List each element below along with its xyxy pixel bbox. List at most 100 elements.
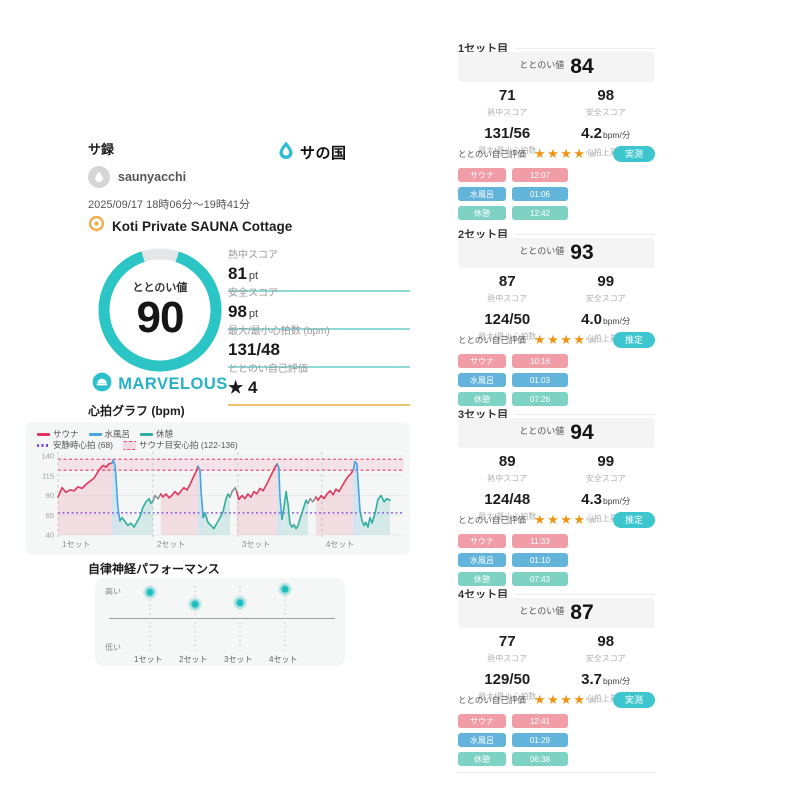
measure-badge-button[interactable]: 実測 [612,146,655,162]
rest-chip: 休憩 [458,752,506,766]
gauge-center: ととのい値 90 [92,242,228,378]
stat-value: ★ 4 [228,378,258,397]
legend-resting-hr-swatch [37,443,50,447]
stat-label: 安全スコア [228,288,278,299]
totonoi-label: ととのい値 [519,246,565,256]
totonoi-value-box: ととのい値 84 [458,52,655,82]
legend-rest-swatch [140,432,154,436]
totonoi-value: 87 [570,601,594,624]
ans-chart-title: 自律神経パフォーマンス [88,562,220,576]
measure-badge-button[interactable]: 実測 [612,692,655,708]
location-row[interactable]: Koti Private SAUNA Cottage [88,215,292,237]
hr-chart-title: 心拍グラフ (bpm) [88,404,185,418]
phase-time-chips: サウナ 12:07 水風呂 01:06 休憩 12:42 [458,168,568,220]
star-rating: ★★★★★ [533,332,600,347]
self-rating-row: ととのい自己評価 ★★★★★ 実測 [458,146,655,162]
svg-text:4セット: 4セット [326,540,354,549]
svg-text:1セット: 1セット [62,540,90,549]
hr-chart-panel: サウナ 水風呂 休憩 安静時心拍 (68) サウナ目安心拍 (122-136) … [25,422,410,555]
water-chip: 水風呂 [458,553,506,567]
rise-stat: 4.0bpm/分 心拍上昇率 [581,311,631,343]
heat-score-stat: 89 熱中スコア [487,453,528,483]
totonoi-gauge [92,242,228,378]
self-rating-label: ととのい自己評価 [458,335,526,345]
water-time-chip: 01:06 [512,187,568,201]
self-rating-label: ととのい自己評価 [458,515,526,525]
water-drop-icon [276,140,296,165]
totonoi-value-box: ととのい値 93 [458,238,655,268]
self-rating-row: ととのい自己評価 ★★★★★ 推定 [458,512,655,528]
svg-text:65: 65 [46,511,54,520]
sauna-time-chip: 11:33 [512,534,568,548]
sauna-chip: サウナ [458,714,506,728]
sauna-time-chip: 10:16 [512,354,568,368]
heat-score-stat: 87 熱中スコア [487,273,528,303]
safety-score-stat: 99 安全スコア [585,453,626,483]
totonoi-value-box: ととのい値 87 [458,598,655,628]
legend-sauna-swatch [37,432,50,436]
svg-text:1セット: 1セット [134,655,162,664]
divider [458,772,655,773]
user-row[interactable]: saunyacchi [88,166,186,188]
rank-label: MARVELOUS [118,375,228,393]
hr-stat: 129/50 最大/最小心拍数 [478,671,537,701]
legend-rest-label: 休憩 [156,429,174,439]
stat-unit: pt [248,270,259,282]
water-time-chip: 01:10 [512,553,568,567]
hr-stat: 124/48 最大/最小心拍数 [478,491,537,521]
sauna-chip: サウナ [458,168,506,182]
stat-unit: pt [248,308,259,320]
location-name: Koti Private SAUNA Cottage [112,218,293,234]
measure-badge-button[interactable]: 推定 [612,512,655,528]
svg-text:高い: 高い [105,586,121,596]
svg-text:2セット: 2セット [179,655,207,664]
rest-time-chip: 07:43 [512,572,568,586]
hr-chart-legend-row2: 安静時心拍 (68) サウナ目安心拍 (122-136) [37,439,238,451]
set-stats-grid: 87 熱中スコア 99 安全スコア 124/50 最大/最小心拍数 4.0bpm/分心… [458,274,655,344]
sauna-chip: サウナ [458,354,506,368]
safety-score-stat: 98 安全スコア [585,87,626,117]
gauge-label: ととのい値 [132,281,188,294]
location-pin-icon [88,215,105,237]
rest-chip: 休憩 [458,206,506,220]
svg-text:115: 115 [42,471,54,480]
heat-score-stat: 77 熱中スコア [487,633,528,663]
brand-logo[interactable]: サの国 [276,140,347,165]
sauna-hat-icon [92,372,112,397]
star-rating: ★★★★★ [533,146,600,161]
gauge-value: 90 [136,292,185,342]
totonoi-value: 94 [570,421,594,444]
session-datetime: 2025/09/17 18時06分〜19時41分 [88,199,251,211]
rise-stat: 4.2bpm/分 心拍上昇率 [581,125,631,157]
sauna-time-chip: 12:41 [512,714,568,728]
sauna-time-chip: 12:07 [512,168,568,182]
legend-water-swatch [88,432,102,436]
legend-sauna-label: サウナ [53,429,79,439]
set-stats-grid: 77 熱中スコア 98 安全スコア 129/50 最大/最小心拍数 3.7bpm/分心… [458,634,655,704]
rise-stat: 4.3bpm/分 心拍上昇率 [581,491,631,523]
self-rating-label: ととのい自己評価 [458,149,526,159]
self-rating-row: ととのい自己評価 ★★★★★ 推定 [458,332,655,348]
rest-chip: 休憩 [458,392,506,406]
rest-chip: 休憩 [458,572,506,586]
safety-score-stat: 99 安全スコア [585,273,626,303]
svg-text:40: 40 [46,531,54,540]
water-time-chip: 01:29 [512,733,568,747]
page-title: サ録 [88,142,115,157]
stat-label: 最大/最小心拍数 (bpm) [228,326,330,337]
stat-self-rating: ととのい自己評価 ★ 4 [228,360,410,406]
stat-safety-score: 安全スコア 98 pt [228,284,410,330]
sauna-chip: サウナ [458,534,506,548]
hr-stat: 131/56 最大/最小心拍数 [478,125,537,155]
hr-stat: 124/50 最大/最小心拍数 [478,311,537,341]
safety-score-stat: 98 安全スコア [585,633,626,663]
set-section-1: 1セット目 ととのい値 84 71 熱中スコア 98 安全スコア 131/56 最大/最… [458,40,655,226]
stat-value: 131/48 [228,340,280,359]
self-rating-label: ととのい自己評価 [458,695,526,705]
water-time-chip: 01:03 [512,373,568,387]
water-chip: 水風呂 [458,733,506,747]
divider [515,413,655,415]
rest-time-chip: 06:38 [512,752,568,766]
measure-badge-button[interactable]: 推定 [612,332,655,348]
